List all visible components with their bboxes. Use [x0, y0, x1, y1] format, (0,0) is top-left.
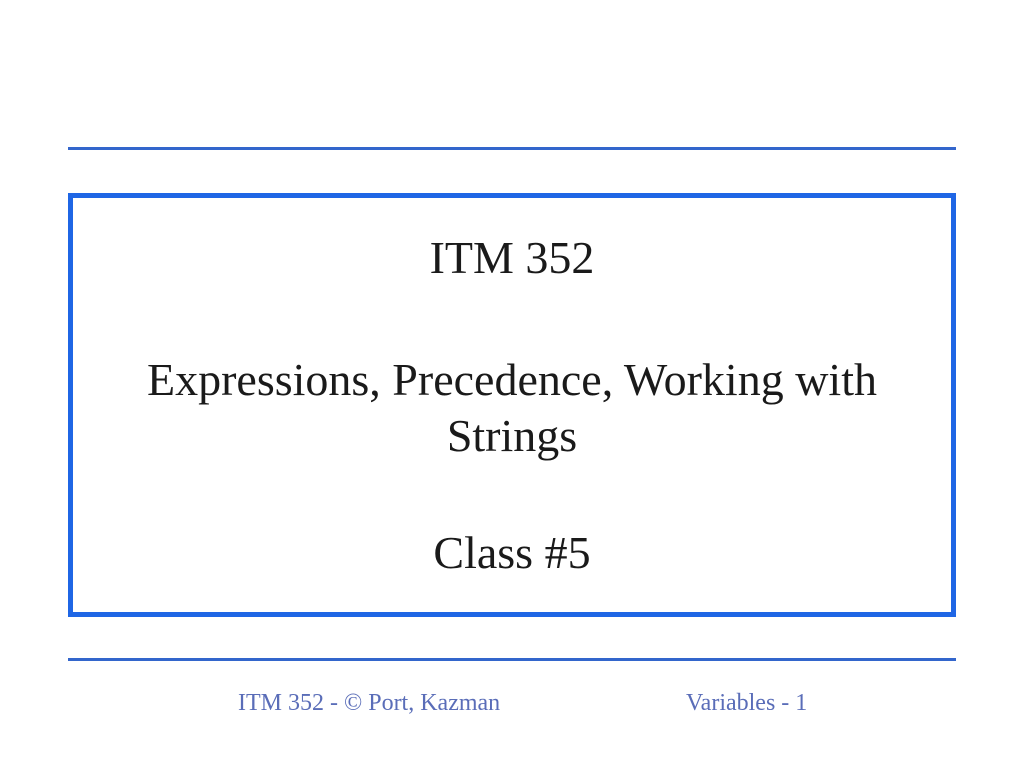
slide-subtitle: Expressions, Precedence, Working with St…: [113, 352, 911, 464]
footer-page-label: Variables - 1: [686, 690, 807, 717]
slide-footer: ITM 352 - © Port, Kazman Variables - 1: [68, 690, 956, 722]
bottom-horizontal-rule: [68, 658, 956, 661]
course-code: ITM 352: [430, 231, 595, 284]
top-horizontal-rule: [68, 147, 956, 150]
title-box: ITM 352 Expressions, Precedence, Working…: [68, 193, 956, 617]
footer-copyright: ITM 352 - © Port, Kazman: [238, 690, 500, 717]
class-number: Class #5: [433, 526, 590, 579]
